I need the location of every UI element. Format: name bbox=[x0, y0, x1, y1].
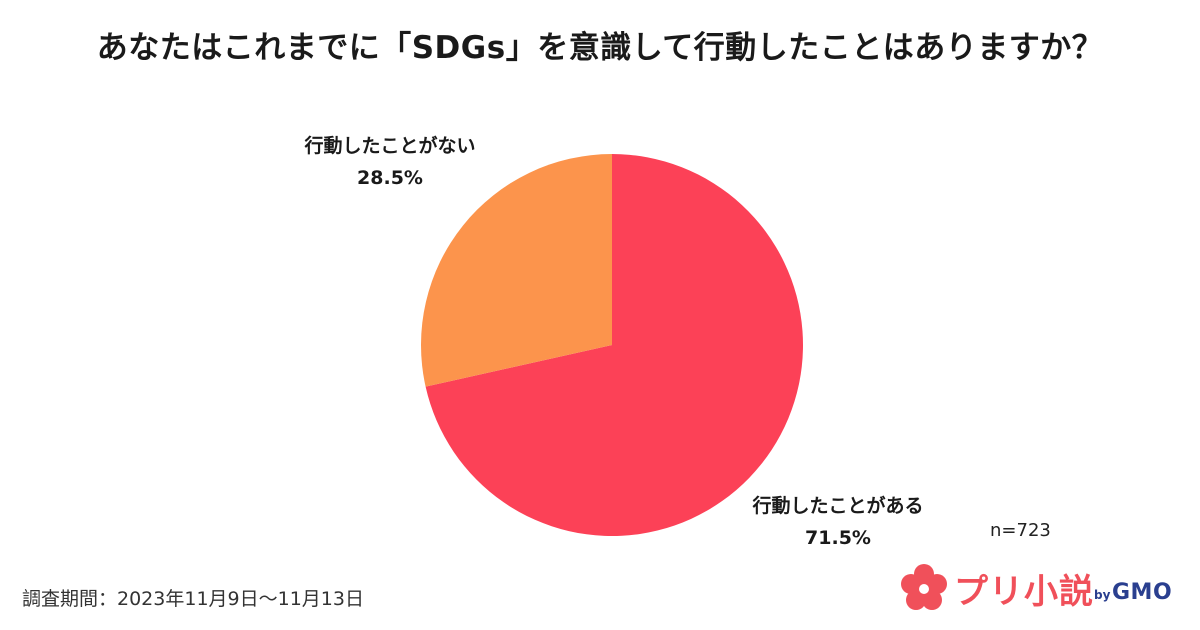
slice-label-no-action-value: 28.5% bbox=[357, 167, 423, 189]
pie-slice-action bbox=[425, 154, 803, 537]
slice-label-action-value: 71.5% bbox=[805, 527, 871, 549]
slice-label-no-action: 行動したことがない 28.5% bbox=[270, 130, 510, 194]
logo-name: プリ小説 bbox=[954, 572, 1094, 612]
slice-label-no-action-text: 行動したことがない bbox=[304, 135, 476, 157]
slice-label-action: 行動したことがある 71.5% bbox=[718, 490, 958, 554]
survey-period: 調査期間：2023年11月9日〜11月13日 bbox=[22, 588, 364, 610]
sample-size: n=723 bbox=[990, 520, 1051, 541]
logo-brand: GMO bbox=[1112, 580, 1173, 605]
brand-logo: プリ小説 by GMO bbox=[898, 560, 1188, 616]
chart-title: あなたはこれまでに「SDGs」を意識して行動したことはありますか？ bbox=[96, 30, 1104, 66]
flower-icon bbox=[901, 564, 947, 610]
logo-by: by bbox=[1094, 588, 1111, 602]
pie-slice-no-action bbox=[420, 154, 612, 387]
slice-label-action-text: 行動したことがある bbox=[752, 495, 924, 517]
